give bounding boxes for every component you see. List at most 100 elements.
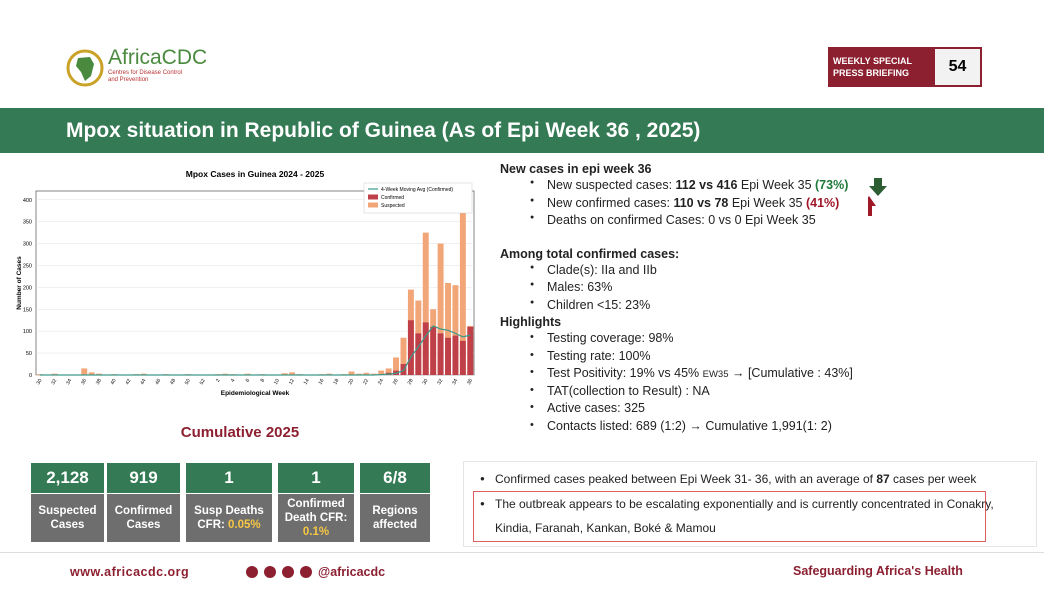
bar	[437, 333, 444, 375]
section: New cases in epi week 36 New suspected ca…	[500, 162, 920, 231]
bullet-item: New confirmed cases: 110 vs 78 Epi Week …	[500, 196, 920, 214]
bullet-item: Active cases: 325	[500, 401, 920, 419]
bar	[445, 337, 451, 375]
x-tick-label: 36	[466, 378, 474, 386]
footer-divider	[0, 552, 1044, 553]
stat-value: 6/8	[360, 463, 430, 493]
social-icon	[246, 566, 258, 578]
note: Confirmed cases peaked between Epi Week …	[475, 467, 1044, 491]
stat-highlight: 0.05%	[228, 519, 261, 531]
bar	[355, 373, 362, 375]
text-segment: Confirmed cases peaked between Epi Week …	[495, 472, 877, 486]
x-tick-label: 22	[362, 378, 370, 386]
bar	[378, 370, 385, 375]
text-segment: Testing rate: 100%	[547, 348, 651, 363]
stat-label: Confirmed Death CFR: 0.1%	[278, 494, 354, 542]
bullet-item: Clade(s): IIa and IIb	[500, 263, 920, 281]
stat-label-text: Confirmed Death CFR: 0.1%	[278, 497, 354, 539]
footer-slogan: Safeguarding Africa's Health	[793, 564, 963, 578]
bar	[452, 285, 459, 375]
x-tick-label: 28	[407, 378, 415, 386]
title-band	[0, 108, 1044, 153]
footer-url: www.africacdc.org	[70, 565, 190, 579]
stat-label-text: Susp Deaths CFR: 0.05%	[186, 504, 272, 532]
bullet-item: TAT(collection to Result) : NA	[500, 384, 920, 402]
text-segment: Active cases: 325	[547, 401, 645, 415]
x-tick-label: 34	[451, 378, 459, 386]
x-tick-label: 30	[422, 378, 430, 386]
x-tick-label: 2	[215, 378, 222, 384]
summary: New cases in epi week 36 New suspected ca…	[500, 162, 920, 436]
text-segment: 87	[876, 472, 890, 486]
text-segment: EW35	[702, 369, 729, 380]
bar	[281, 373, 288, 375]
x-tick-label: 10	[273, 378, 281, 386]
bar	[370, 373, 377, 375]
x-tick-label: 42	[125, 378, 133, 386]
text-segment: 110 vs 78	[673, 195, 729, 210]
text-segment: Deaths on confirmed Cases: 0 vs 0 Epi We…	[547, 213, 816, 227]
stat-label-main: Susp Deaths CFR:	[194, 505, 264, 531]
bar	[363, 372, 370, 375]
x-tick-label: 38	[95, 378, 103, 386]
x-tick-label: 34	[65, 378, 73, 386]
x-tick-label: 26	[392, 378, 400, 386]
bar	[140, 373, 147, 375]
text-segment: New suspected cases:	[547, 178, 676, 192]
bar	[326, 373, 333, 375]
text-segment: TAT(collection to Result) : NA	[547, 383, 710, 398]
section: Among total confirmed cases:Clade(s): II…	[500, 247, 920, 316]
logo-emblem	[66, 49, 104, 87]
stat-label-text: Confirmed Cases	[107, 504, 180, 532]
x-tick-label: 40	[110, 378, 118, 386]
legend-box	[363, 182, 473, 214]
text-segment: Epi Week 35	[728, 195, 806, 210]
y-tick-label: 0	[29, 373, 32, 379]
stat-label-text: Suspected Cases	[31, 504, 104, 532]
bullet-item: Testing rate: 100%	[500, 349, 920, 367]
x-tick-label: 36	[80, 378, 88, 386]
x-tick-label: 24	[377, 378, 385, 386]
stat-value: 919	[107, 463, 180, 493]
x-tick-label: 50	[184, 378, 192, 386]
bullet-item: Deaths on confirmed Cases: 0 vs 0 Epi We…	[500, 213, 920, 231]
social-icon	[300, 566, 312, 578]
x-tick-label: 14	[303, 378, 311, 386]
bullet-item: Test Positivity: 19% vs 45% EW35 → [Cumu…	[500, 366, 920, 384]
y-tick-label: 150	[23, 307, 32, 313]
trend-arrows	[868, 178, 887, 216]
bar	[452, 335, 459, 375]
bullet-item: Testing coverage: 98%	[500, 331, 920, 349]
y-tick-label: 350	[23, 220, 32, 226]
stat-label: Suspected Cases	[31, 494, 104, 542]
stat-label-main: Suspected Cases	[38, 505, 97, 531]
social-icon	[264, 566, 276, 578]
bullet-item: New suspected cases: 112 vs 416 Epi Week…	[500, 178, 920, 196]
section-heading: New cases in epi week 36	[500, 162, 652, 176]
bar	[459, 192, 466, 375]
bar	[385, 368, 392, 375]
text-segment: Contacts listed: 689 (1:2) → Cumulative …	[547, 418, 832, 433]
stat-label-text: Regions affected	[360, 504, 430, 532]
stat-highlight: 0.1%	[302, 526, 330, 538]
legend-label: Suspected	[381, 203, 405, 209]
slide-title: Mpox situation in Republic of Guinea (As…	[66, 119, 701, 142]
text-segment: Epi Week 35	[737, 178, 816, 192]
bar	[430, 326, 437, 375]
x-tick-label: 4	[230, 378, 237, 384]
legend-label: Confirmed	[381, 195, 404, 201]
text-segment: Children <15: 23%	[547, 297, 651, 312]
y-tick-label: 400	[23, 198, 32, 204]
stat-label: Regions affected	[360, 494, 430, 542]
bullet-item: Males: 63%	[500, 280, 920, 298]
logo-subtitle: Centres for Disease Control and Preventi…	[108, 70, 183, 83]
x-tick-label: 46	[154, 378, 162, 386]
legend: 4-Week Moving Avg (Confirmed) Confirmed Su…	[363, 182, 473, 214]
bar	[88, 372, 95, 375]
bar	[459, 340, 466, 375]
bar	[36, 374, 43, 375]
x-tick-label: 18	[332, 378, 340, 386]
bar	[244, 373, 251, 375]
bar	[289, 372, 296, 375]
chart: Mpox Cases in Guinea 2024 - 2025 Epidemio…	[16, 169, 475, 397]
